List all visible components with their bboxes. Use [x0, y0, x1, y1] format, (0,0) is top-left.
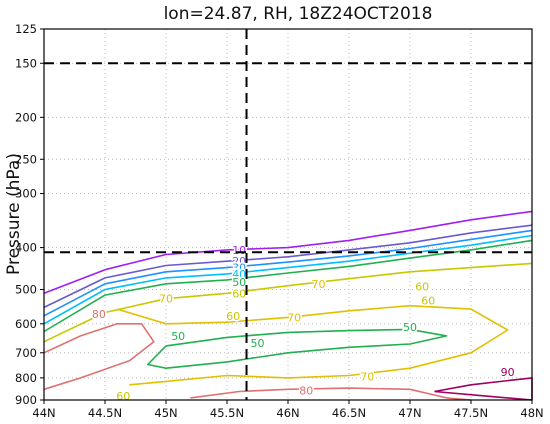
contour-label: 50	[403, 321, 417, 334]
x-tick-label: 45.5N	[210, 406, 244, 420]
y-tick-label: 250	[15, 152, 37, 166]
y-tick-label: 500	[15, 283, 37, 297]
contour-label: 50	[251, 337, 265, 350]
contour-10	[43, 210, 533, 295]
contour-label: 80	[92, 308, 106, 321]
y-tick-label: 125	[15, 22, 37, 36]
contour-label: 90	[501, 366, 515, 379]
contour-80	[190, 387, 472, 401]
x-tick-label: 48N	[520, 406, 543, 420]
x-tick-label: 47.5N	[454, 406, 488, 420]
reference-lines	[44, 29, 532, 400]
y-tick-label: 700	[15, 346, 37, 360]
y-tick-label: 900	[15, 393, 37, 407]
contour-label: 60	[421, 294, 435, 307]
contour-50	[146, 328, 448, 370]
contour-label: 70	[159, 293, 173, 306]
plot-frame	[43, 28, 533, 401]
contour-60	[43, 262, 533, 343]
y-tick-label: 600	[15, 317, 37, 331]
contour-90	[434, 377, 533, 401]
y-tick-label: 200	[15, 110, 37, 124]
y-axis-label: Pressure (hPa)	[4, 153, 24, 275]
contour-label: 10	[232, 244, 246, 257]
contour-label: 50	[232, 276, 246, 289]
contour-label: 70	[360, 371, 374, 384]
contour-40	[43, 234, 533, 325]
x-tick-label: 47N	[398, 406, 421, 420]
x-tick-label: 46N	[276, 406, 299, 420]
y-tick-label: 800	[15, 371, 37, 385]
x-tick-label: 45N	[154, 406, 177, 420]
contour-label: 60	[116, 390, 130, 403]
contour-label: 40	[232, 268, 246, 281]
y-tick-label: 300	[15, 187, 37, 201]
x-tick-label: 44N	[32, 406, 55, 420]
y-tick-label: 400	[15, 241, 37, 255]
x-axis-ticks: 44N 44.5N 45N 45.5N 46N 46.5N 47N 47.5N 48N	[32, 400, 544, 420]
contour-30	[43, 229, 533, 317]
contour-label: 80	[299, 384, 313, 397]
x-tick-label: 46.5N	[332, 406, 366, 420]
y-axis-ticks: 125 150 200 250 300 400 500 600 700 800 900	[15, 22, 44, 407]
grid	[44, 29, 532, 400]
contour-label: 60	[232, 287, 246, 300]
contour-20	[43, 224, 533, 309]
contour-label: 60	[415, 281, 429, 294]
x-tick-label: 44.5N	[88, 406, 122, 420]
contour-80	[43, 322, 155, 391]
contour-label: 20	[232, 255, 246, 268]
contour-label: 70	[312, 278, 326, 291]
contour-label: 50	[171, 330, 185, 343]
contour-label: 30	[232, 262, 246, 275]
contour-label: 70	[287, 311, 301, 324]
y-tick-label: 150	[15, 56, 37, 70]
chart-title: lon=24.87, RH, 18Z24OCT2018	[164, 4, 433, 24]
contour-label: 60	[226, 310, 240, 323]
